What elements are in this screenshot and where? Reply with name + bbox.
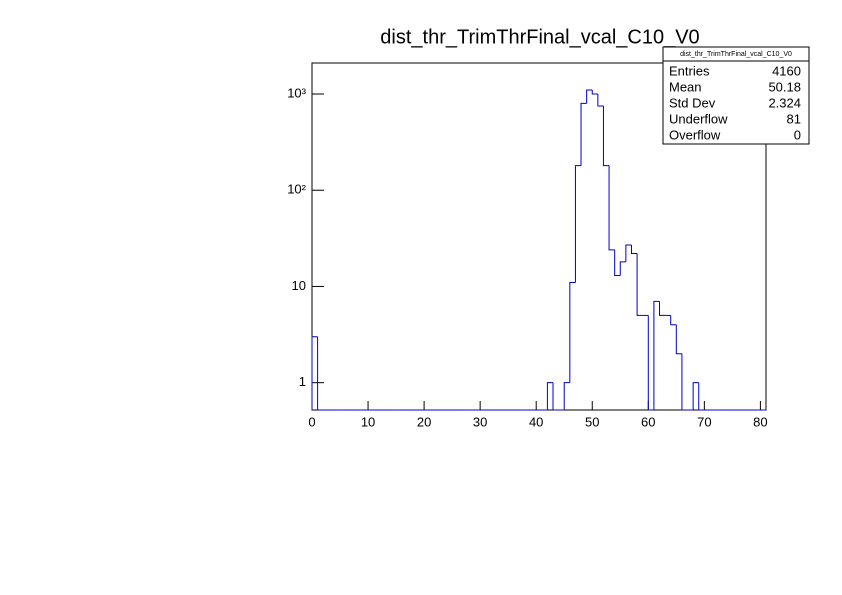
- x-tick-label: 0: [308, 414, 315, 429]
- x-tick-label: 10: [361, 414, 375, 429]
- stats-box: [662, 46, 810, 145]
- histogram-bin: [698, 382, 705, 411]
- histogram-bin: [597, 94, 604, 107]
- x-tick-label: 40: [529, 414, 543, 429]
- y-tick-label: 10³: [287, 85, 306, 100]
- histogram-bin: [580, 102, 587, 166]
- stats-value: 81: [787, 111, 801, 126]
- stats-label: Mean: [669, 79, 702, 94]
- histogram-bin: [546, 382, 554, 410]
- histogram-bin: [659, 301, 666, 316]
- histogram-bin: [681, 353, 688, 411]
- stats-value: 0: [794, 127, 801, 142]
- histogram-bin: [552, 382, 559, 411]
- histogram-bin: [591, 90, 598, 95]
- x-tick-label: 30: [473, 414, 487, 429]
- stats-label: Overflow: [669, 127, 721, 142]
- histogram-bin: [625, 244, 632, 262]
- histogram-bin: [569, 281, 576, 383]
- histogram-bin: [675, 324, 682, 355]
- histogram-bin: [653, 300, 660, 410]
- histogram-bin: [630, 244, 638, 255]
- histogram-bin: [608, 165, 615, 251]
- histogram-bin: [602, 106, 610, 167]
- histogram-bin: [636, 253, 643, 316]
- stats-value: 2.324: [768, 95, 801, 110]
- stats-value: 4160: [772, 63, 801, 78]
- histogram-bin: [670, 315, 677, 326]
- y-tick-label: 1: [299, 374, 306, 389]
- stats-value: 50.18: [768, 79, 801, 94]
- histogram-bin: [563, 382, 570, 410]
- x-tick-label: 80: [753, 414, 767, 429]
- stats-label: Std Dev: [669, 95, 716, 110]
- chart-title: dist_thr_TrimThrFinal_vcal_C10_V0: [380, 26, 699, 48]
- histogram-bin: [619, 261, 626, 276]
- x-tick-label: 50: [585, 414, 599, 429]
- y-tick-label: 10²: [287, 182, 306, 197]
- x-tick-label: 20: [417, 414, 431, 429]
- histogram-bin: [317, 336, 324, 411]
- histogram-bin: [311, 336, 318, 410]
- stats-title: dist_thr_TrimThrFinal_vcal_C10_V0: [680, 51, 792, 58]
- y-tick-label: 10: [292, 278, 306, 293]
- x-tick-label: 70: [697, 414, 711, 429]
- histogram-bin: [692, 382, 699, 410]
- histogram-bin: [647, 315, 654, 411]
- histogram-bin: [574, 165, 582, 283]
- stats-label: Entries: [669, 63, 710, 78]
- histogram-bin: [586, 89, 593, 104]
- stats-label: Underflow: [669, 111, 728, 126]
- x-tick-label: 60: [641, 414, 655, 429]
- histogram-bin: [614, 249, 621, 276]
